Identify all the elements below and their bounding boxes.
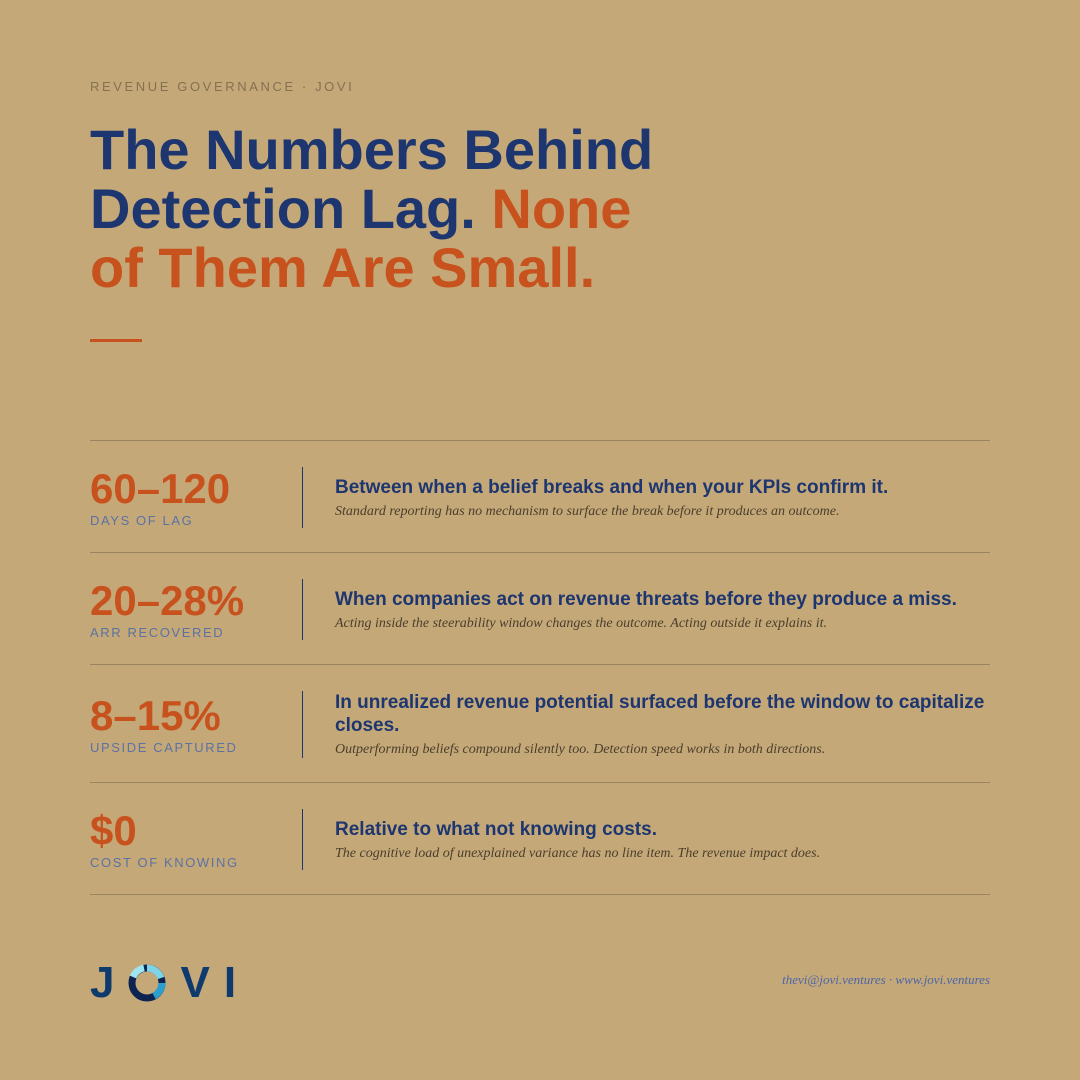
logo: J V I [90,958,236,1008]
divider [302,691,303,758]
stat-row: 8–15% UPSIDE CAPTURED In unrealized revenu… [90,665,990,783]
logo-letter: I [223,958,237,1007]
stat-label: DAYS OF LAG [90,513,194,528]
stat-label: UPSIDE CAPTURED [90,740,238,755]
divider [302,467,303,528]
stat-label: ARR RECOVERED [90,625,225,640]
stat-note: Outperforming beliefs compound silently … [335,742,826,757]
stat-figure-block: 8–15% UPSIDE CAPTURED [90,692,302,756]
stat-row: 20–28% ARR RECOVERED When companies act on… [90,553,990,665]
stat-heading: Relative to what not knowing costs. [335,818,657,840]
divider [302,809,303,870]
accent-rule [90,339,142,342]
stat-heading: In unrealized revenue potential surfaced… [335,692,985,736]
stat-text: Between when a belief breaks and when yo… [335,476,990,520]
ring-segment [130,964,146,979]
stat-row: $0 COST OF KNOWING Relative to what not kn… [90,783,990,895]
stat-figure: $0 [90,807,137,854]
stat-heading: When companies act on revenue threats be… [335,588,957,610]
divider [302,579,303,640]
stat-figure: 8–15% [90,692,221,739]
stat-heading: Between when a belief breaks and when yo… [335,476,889,498]
stats-list: 60–120 DAYS OF LAG Between when a belief b… [90,440,990,895]
stat-figure: 60–120 [90,465,231,512]
eyebrow: REVENUE GOVERNANCE · JOVI [90,79,355,94]
stat-text: In unrealized revenue potential surfaced… [335,691,990,758]
stat-label: COST OF KNOWING [90,855,239,870]
title: The Numbers Behind Detection Lag. None o… [90,120,690,297]
stat-note: Acting inside the steerability window ch… [335,615,827,631]
ring-segment [147,964,165,980]
stat-figure-block: 60–120 DAYS OF LAG [90,465,302,529]
contact: thevi@jovi.ventures · www.jovi.ventures [782,972,990,987]
title-lead: The Numbers Behind Detection Lag. [90,118,654,240]
stat-figure-block: 20–28% ARR RECOVERED [90,577,302,641]
stat-note: The cognitive load of unexplained varian… [335,845,821,861]
stat-text: Relative to what not knowing costs. The c… [335,818,990,862]
logo-ring [128,964,166,1002]
title-accent: None of Them Are Small. [90,177,632,299]
logo-letter: J [90,958,115,1007]
ring-segment [152,982,166,1000]
stat-figure-block: $0 COST OF KNOWING [90,807,302,871]
stat-figure: 20–28% [90,577,245,624]
stat-row: 60–120 DAYS OF LAG Between when a belief b… [90,441,990,553]
stat-text: When companies act on revenue threats be… [335,588,990,632]
logo-letter: V [180,958,210,1007]
stat-note: Standard reporting has no mechanism to s… [335,503,840,519]
